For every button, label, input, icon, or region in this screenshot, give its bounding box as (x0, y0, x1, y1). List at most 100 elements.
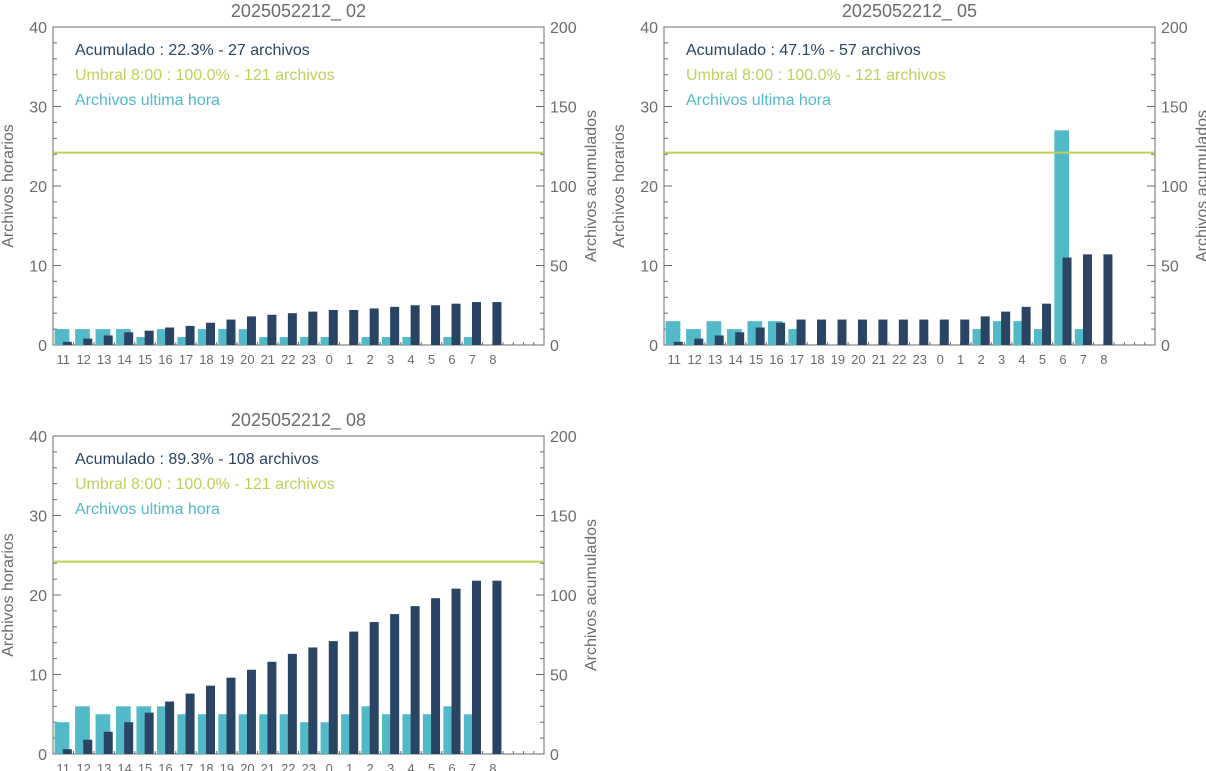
cumulative-bar (1021, 306, 1031, 345)
cumulative-bar (857, 319, 867, 345)
y-left-tick-label: 0 (649, 338, 658, 355)
y-right-tick-label: 50 (550, 668, 568, 685)
cumulative-bar (1082, 254, 1092, 345)
cumulative-bar (226, 319, 236, 345)
cumulative-bar (694, 338, 704, 345)
y-left-tick-label: 0 (38, 338, 47, 355)
cumulative-bar (735, 332, 745, 345)
x-tick-label: 20 (240, 352, 254, 367)
cumulative-bar (451, 588, 461, 754)
x-tick-label: 2 (366, 352, 373, 367)
x-tick-label: 5 (1039, 352, 1046, 367)
x-tick-label: 16 (769, 352, 783, 367)
x-tick-label: 5 (428, 352, 435, 367)
x-tick-label: 21 (872, 352, 886, 367)
legend-entry: Acumulado : 89.3% - 108 archivos (75, 451, 319, 468)
cumulative-bar (714, 335, 724, 345)
cumulative-bar (144, 330, 154, 345)
x-tick-label: 18 (199, 352, 213, 367)
legend-entry: Archivos ultima hora (75, 501, 220, 518)
y-right-tick-label: 0 (1161, 338, 1170, 355)
cumulative-bar (185, 325, 195, 345)
x-tick-label: 14 (117, 761, 131, 771)
x-tick-label: 7 (469, 761, 476, 771)
x-tick-label: 0 (326, 352, 333, 367)
hourly-bar (136, 337, 152, 345)
cumulative-bar (328, 310, 338, 345)
cumulative-bar (369, 622, 379, 754)
x-tick-label: 8 (489, 352, 496, 367)
cumulative-bar (308, 647, 318, 754)
x-tick-label: 23 (912, 352, 926, 367)
y-left-tick-label: 20 (640, 179, 658, 196)
cumulative-bar (471, 302, 481, 345)
cumulative-bar (308, 311, 318, 345)
x-tick-label: 20 (851, 352, 865, 367)
cumulative-bar (1062, 257, 1072, 345)
cumulative-bar (878, 319, 888, 345)
cumulative-bar (776, 322, 786, 345)
x-tick-label: 8 (489, 761, 496, 771)
legend-entry: Acumulado : 22.3% - 27 archivos (75, 42, 310, 59)
y-right-tick-label: 150 (550, 100, 577, 117)
hourly-bar (279, 337, 295, 345)
cumulative-bar (226, 677, 236, 754)
hourly-bar (177, 337, 193, 345)
y-right-tick-label: 0 (550, 338, 559, 355)
x-tick-label: 2 (366, 761, 373, 771)
chart-panel-2: 2025052212_ 05010203040050100150200Archi… (611, 1, 1206, 367)
x-tick-label: 0 (937, 352, 944, 367)
x-tick-label: 21 (261, 761, 275, 771)
x-tick-label: 8 (1100, 352, 1107, 367)
cumulative-bar (144, 712, 154, 754)
cumulative-bar (960, 319, 970, 345)
y-left-tick-label: 10 (640, 259, 658, 276)
x-tick-label: 20 (240, 761, 254, 771)
hourly-bar (54, 329, 70, 345)
cumulative-bar (939, 319, 949, 345)
x-tick-label: 19 (220, 761, 234, 771)
x-tick-label: 3 (387, 761, 394, 771)
cumulative-bar (349, 310, 359, 345)
cumulative-bar (349, 631, 359, 754)
cumulative-bar (755, 327, 765, 345)
cumulative-bar (673, 341, 683, 345)
y-right-tick-label: 100 (550, 179, 577, 196)
y-right-tick-label: 100 (550, 588, 577, 605)
cumulative-bar (165, 327, 175, 345)
x-tick-label: 7 (1080, 352, 1087, 367)
cumulative-bar (267, 314, 277, 345)
x-tick-label: 11 (56, 761, 70, 771)
cumulative-bar (124, 722, 134, 754)
chart-title: 2025052212_ 08 (231, 410, 366, 431)
x-tick-label: 15 (138, 352, 152, 367)
cumulative-bar (287, 313, 297, 345)
hourly-bar (320, 337, 336, 345)
y-right-tick-label: 100 (1161, 179, 1188, 196)
x-tick-label: 15 (138, 761, 152, 771)
x-tick-label: 4 (1018, 352, 1025, 367)
cumulative-bar (837, 319, 847, 345)
cumulative-bar (431, 598, 441, 754)
cumulative-bar (898, 319, 908, 345)
x-tick-label: 1 (346, 352, 353, 367)
cumulative-bar (492, 302, 502, 345)
cumulative-bar (103, 335, 113, 345)
x-tick-label: 4 (407, 761, 414, 771)
x-tick-label: 12 (76, 761, 90, 771)
x-tick-label: 16 (158, 761, 172, 771)
x-tick-label: 12 (687, 352, 701, 367)
cumulative-bar (328, 641, 338, 754)
y-right-axis-label: Archivos acumulados (583, 110, 600, 262)
chart-panel-3: 2025052212_ 08010203040050100150200Archi… (0, 410, 600, 771)
x-tick-label: 23 (301, 352, 315, 367)
cumulative-bar (492, 580, 502, 754)
y-left-tick-label: 40 (29, 20, 47, 37)
y-right-tick-label: 200 (550, 20, 577, 37)
x-tick-label: 1 (346, 761, 353, 771)
chart-title: 2025052212_ 05 (842, 1, 977, 22)
cumulative-bar (62, 341, 72, 345)
cumulative-bar (369, 308, 379, 345)
x-tick-label: 6 (448, 761, 455, 771)
